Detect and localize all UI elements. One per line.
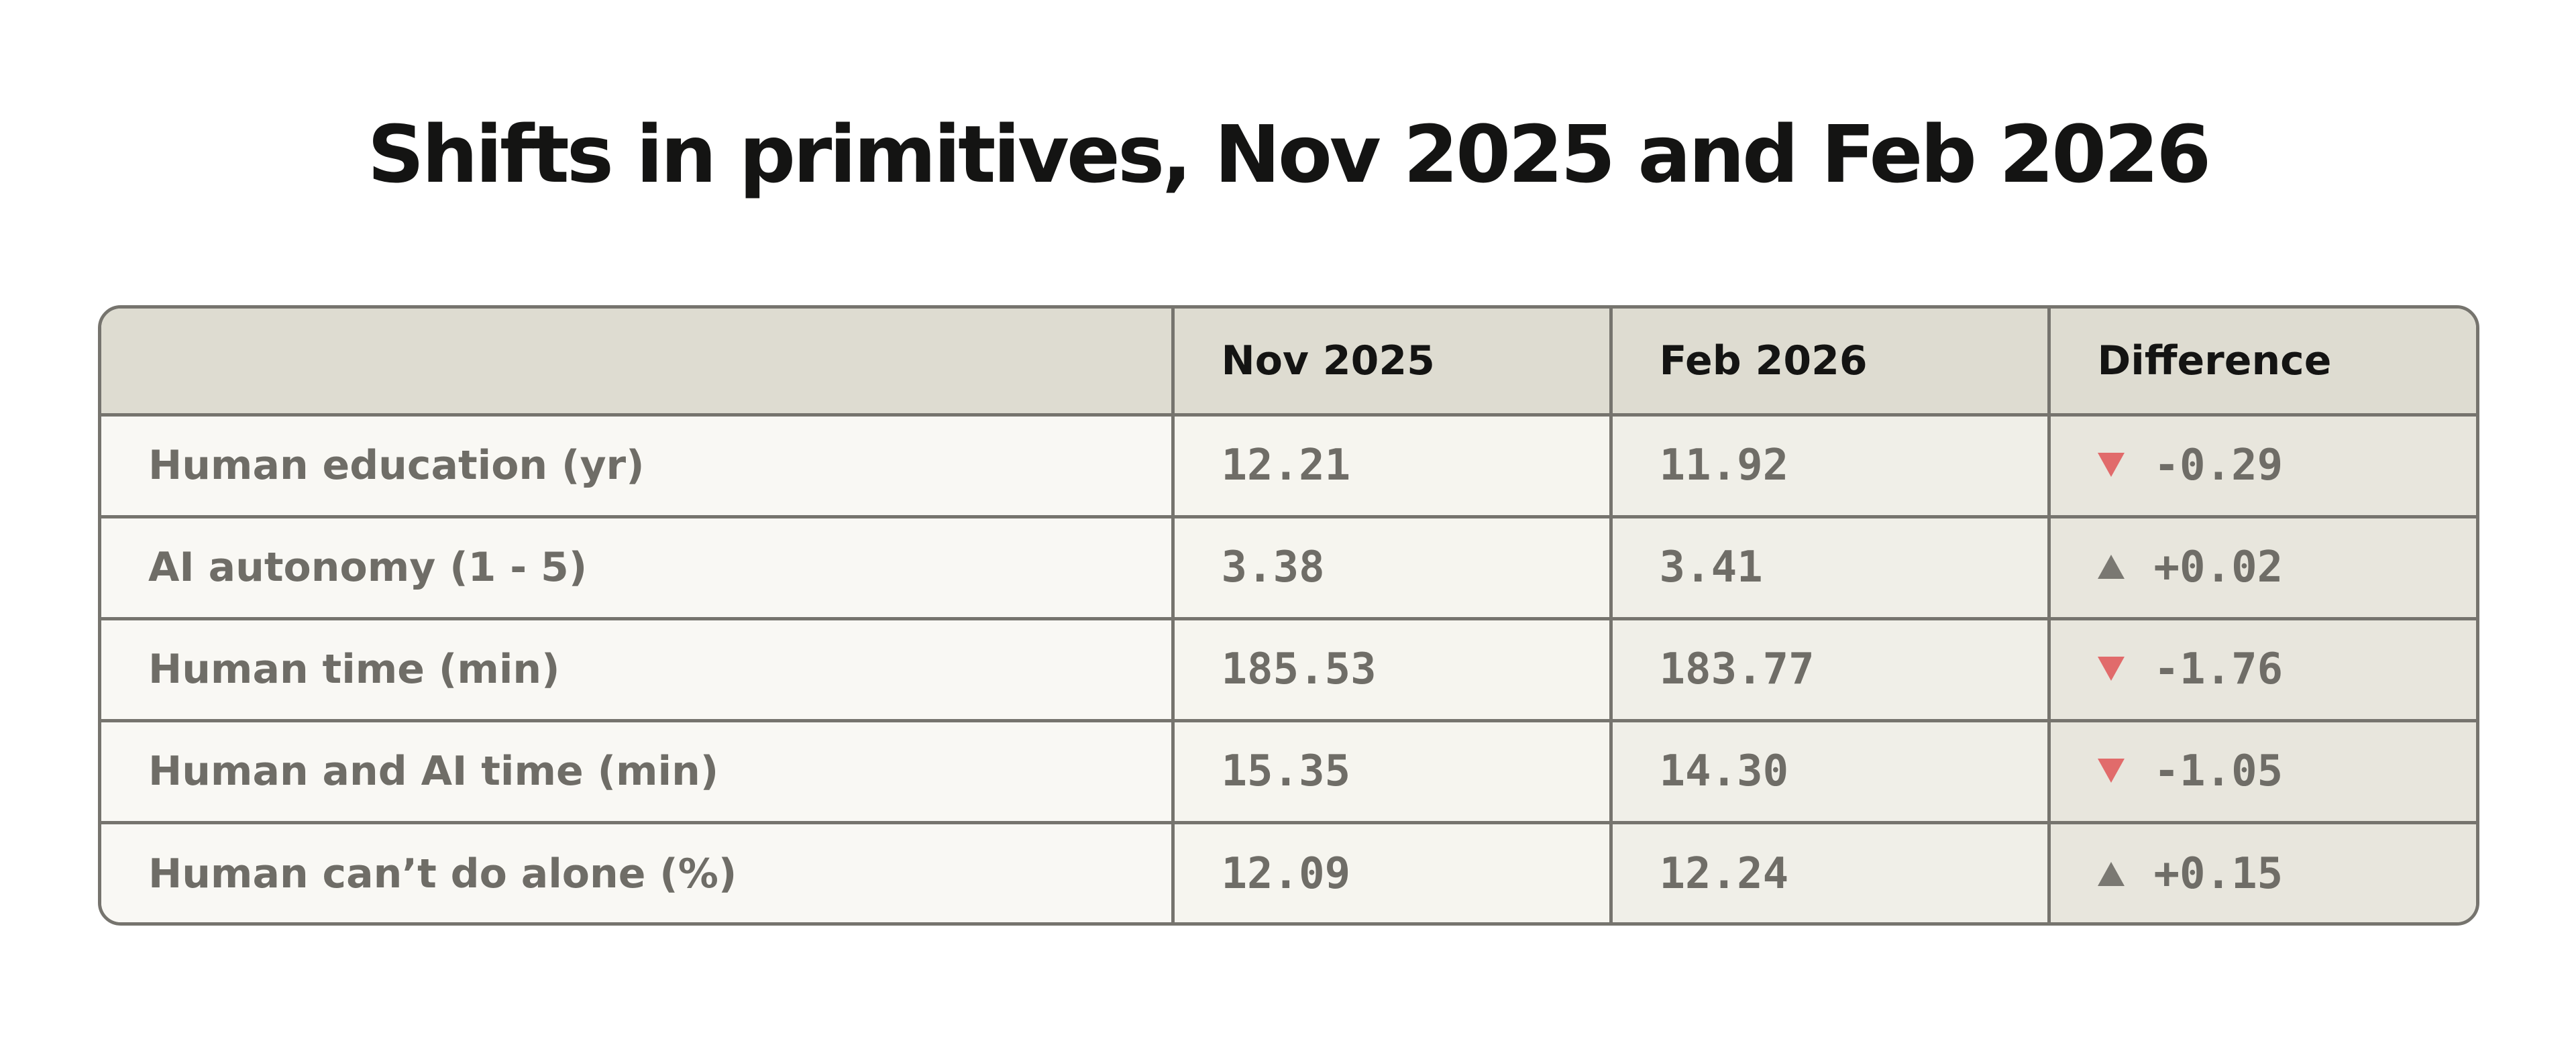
row-label-cell: AI autonomy (1 - 5) [101, 516, 1175, 620]
down-triangle-icon [2097, 453, 2125, 478]
value-cell-nov-2025: 15.35 [1173, 720, 1613, 824]
row-label-cell: Human time (min) [101, 618, 1175, 722]
value-cell-nov-2025: 185.53 [1173, 618, 1613, 722]
difference-value: +0.15 [2153, 849, 2284, 899]
table-row: Human and AI time (min) 15.35 14.30 -1.05 [101, 720, 2476, 824]
table-row: Human can’t do alone (%) 12.09 12.24 +0.15 [101, 822, 2476, 922]
row-label-cell: Human can’t do alone (%) [101, 822, 1175, 922]
value-cell-feb-2026: 183.77 [1611, 618, 2051, 722]
header-cell-row-label [101, 309, 1175, 417]
chart-title: Shifts in primitives, Nov 2025 and Feb 2… [367, 108, 2212, 201]
difference-cell: +0.15 [2049, 822, 2476, 922]
down-triangle-icon [2097, 657, 2125, 681]
value-cell-nov-2025: 3.38 [1173, 516, 1613, 620]
difference-value: -0.29 [2153, 441, 2284, 490]
table-body: Human education (yr) 12.21 11.92 -0.29 AI au… [101, 415, 2476, 922]
value-cell-feb-2026: 11.92 [1611, 415, 2051, 518]
difference-cell: -1.76 [2049, 618, 2476, 722]
difference-cell: -0.29 [2049, 415, 2476, 518]
data-table-frame: Nov 2025 Feb 2026 Difference Human educa… [98, 305, 2479, 926]
up-triangle-icon [2097, 555, 2125, 580]
value-cell-feb-2026: 3.41 [1611, 516, 2051, 620]
table-row: Human education (yr) 12.21 11.92 -0.29 [101, 415, 2476, 518]
difference-cell: -1.05 [2049, 720, 2476, 824]
value-cell-nov-2025: 12.09 [1173, 822, 1613, 922]
difference-value: -1.76 [2153, 645, 2284, 694]
table-row: Human time (min) 185.53 183.77 -1.76 [101, 618, 2476, 722]
value-cell-feb-2026: 12.24 [1611, 822, 2051, 922]
header-cell-feb-2026: Feb 2026 [1611, 309, 2051, 417]
difference-value: +0.02 [2153, 543, 2284, 592]
value-cell-nov-2025: 12.21 [1173, 415, 1613, 518]
down-triangle-icon [2097, 759, 2125, 783]
header-cell-difference: Difference [2049, 309, 2476, 417]
row-label-cell: Human and AI time (min) [101, 720, 1175, 824]
up-triangle-icon [2097, 861, 2125, 886]
difference-value: -1.05 [2153, 747, 2284, 796]
difference-cell: +0.02 [2049, 516, 2476, 620]
data-table: Nov 2025 Feb 2026 Difference Human educa… [101, 309, 2476, 922]
value-cell-feb-2026: 14.30 [1611, 720, 2051, 824]
table-header-row: Nov 2025 Feb 2026 Difference [101, 309, 2476, 417]
table-row: AI autonomy (1 - 5) 3.38 3.41 +0.02 [101, 516, 2476, 620]
row-label-cell: Human education (yr) [101, 415, 1175, 518]
header-cell-nov-2025: Nov 2025 [1173, 309, 1613, 417]
